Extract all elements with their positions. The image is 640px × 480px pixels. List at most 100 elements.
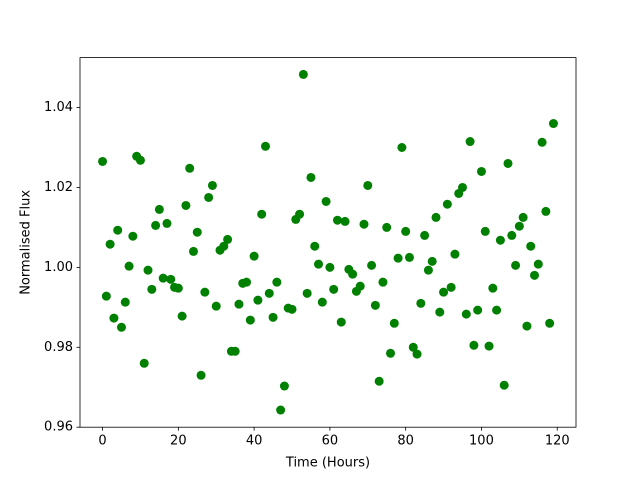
point [207,180,217,190]
point [128,231,138,241]
point [287,304,297,314]
point [185,163,195,173]
x-tick-label: 0 [98,434,106,449]
point [401,226,411,236]
point [295,209,305,219]
point [230,346,240,356]
point [340,216,350,226]
point [166,274,176,284]
point [101,291,111,301]
point [249,251,259,261]
point [116,322,126,332]
point [484,341,494,351]
point [120,297,130,307]
point [518,212,528,222]
point [412,349,422,359]
point [548,119,558,129]
point [533,259,543,269]
point [355,281,365,291]
point [105,239,115,249]
point [253,295,263,305]
point [181,200,191,210]
point [348,269,358,279]
point [321,196,331,206]
point [332,215,342,225]
point [416,298,426,308]
point [461,309,471,319]
point [522,321,532,331]
x-tick-label: 60 [322,434,339,449]
point [359,219,369,229]
point [386,348,396,358]
point [469,340,479,350]
y-tick-label: 1.02 [44,180,73,195]
point [541,206,551,216]
y-tick-label: 0.98 [44,340,73,355]
point [511,260,521,270]
point [219,241,229,251]
point [480,226,490,236]
point [143,265,153,275]
point [124,261,134,271]
y-axis-label: Normalised Flux [19,190,34,295]
point [317,297,327,307]
x-tick-label: 100 [469,434,494,449]
point [139,358,149,368]
point [514,221,524,231]
point [378,277,388,287]
point [526,241,536,251]
point [211,301,221,311]
point [268,312,278,322]
point [310,241,320,251]
point [492,305,502,315]
point [298,69,308,79]
point [196,370,206,380]
point [537,137,547,147]
point [154,204,164,214]
point [276,405,286,415]
point [257,209,267,219]
point [530,270,540,280]
point [109,313,119,323]
point [446,282,456,292]
point [135,155,145,165]
y-tick-label: 1.04 [44,100,73,115]
point [507,230,517,240]
x-tick-label: 120 [545,434,570,449]
point [450,249,460,259]
point [374,376,384,386]
point [427,256,437,266]
point [177,311,187,321]
point [545,318,555,328]
point [363,180,373,190]
point [147,284,157,294]
point [431,212,441,222]
x-axis-label: Time (Hours) [285,456,370,471]
point [173,283,183,293]
point [113,225,123,235]
point [188,246,198,256]
point [370,300,380,310]
point [314,259,324,269]
point [192,227,202,237]
point [420,230,430,240]
point [204,192,214,202]
point [442,199,452,209]
y-tick-label: 0.96 [44,420,73,435]
point [495,235,505,245]
point [200,287,210,297]
point [162,218,172,228]
point [435,307,445,317]
plot-frame [79,57,577,428]
point [302,288,312,298]
point [439,287,449,297]
point [325,262,335,272]
point [503,158,513,168]
point [404,252,414,262]
x-tick-label: 20 [170,434,187,449]
point [397,143,407,153]
point [234,299,244,309]
point [223,234,233,244]
point [279,381,289,391]
